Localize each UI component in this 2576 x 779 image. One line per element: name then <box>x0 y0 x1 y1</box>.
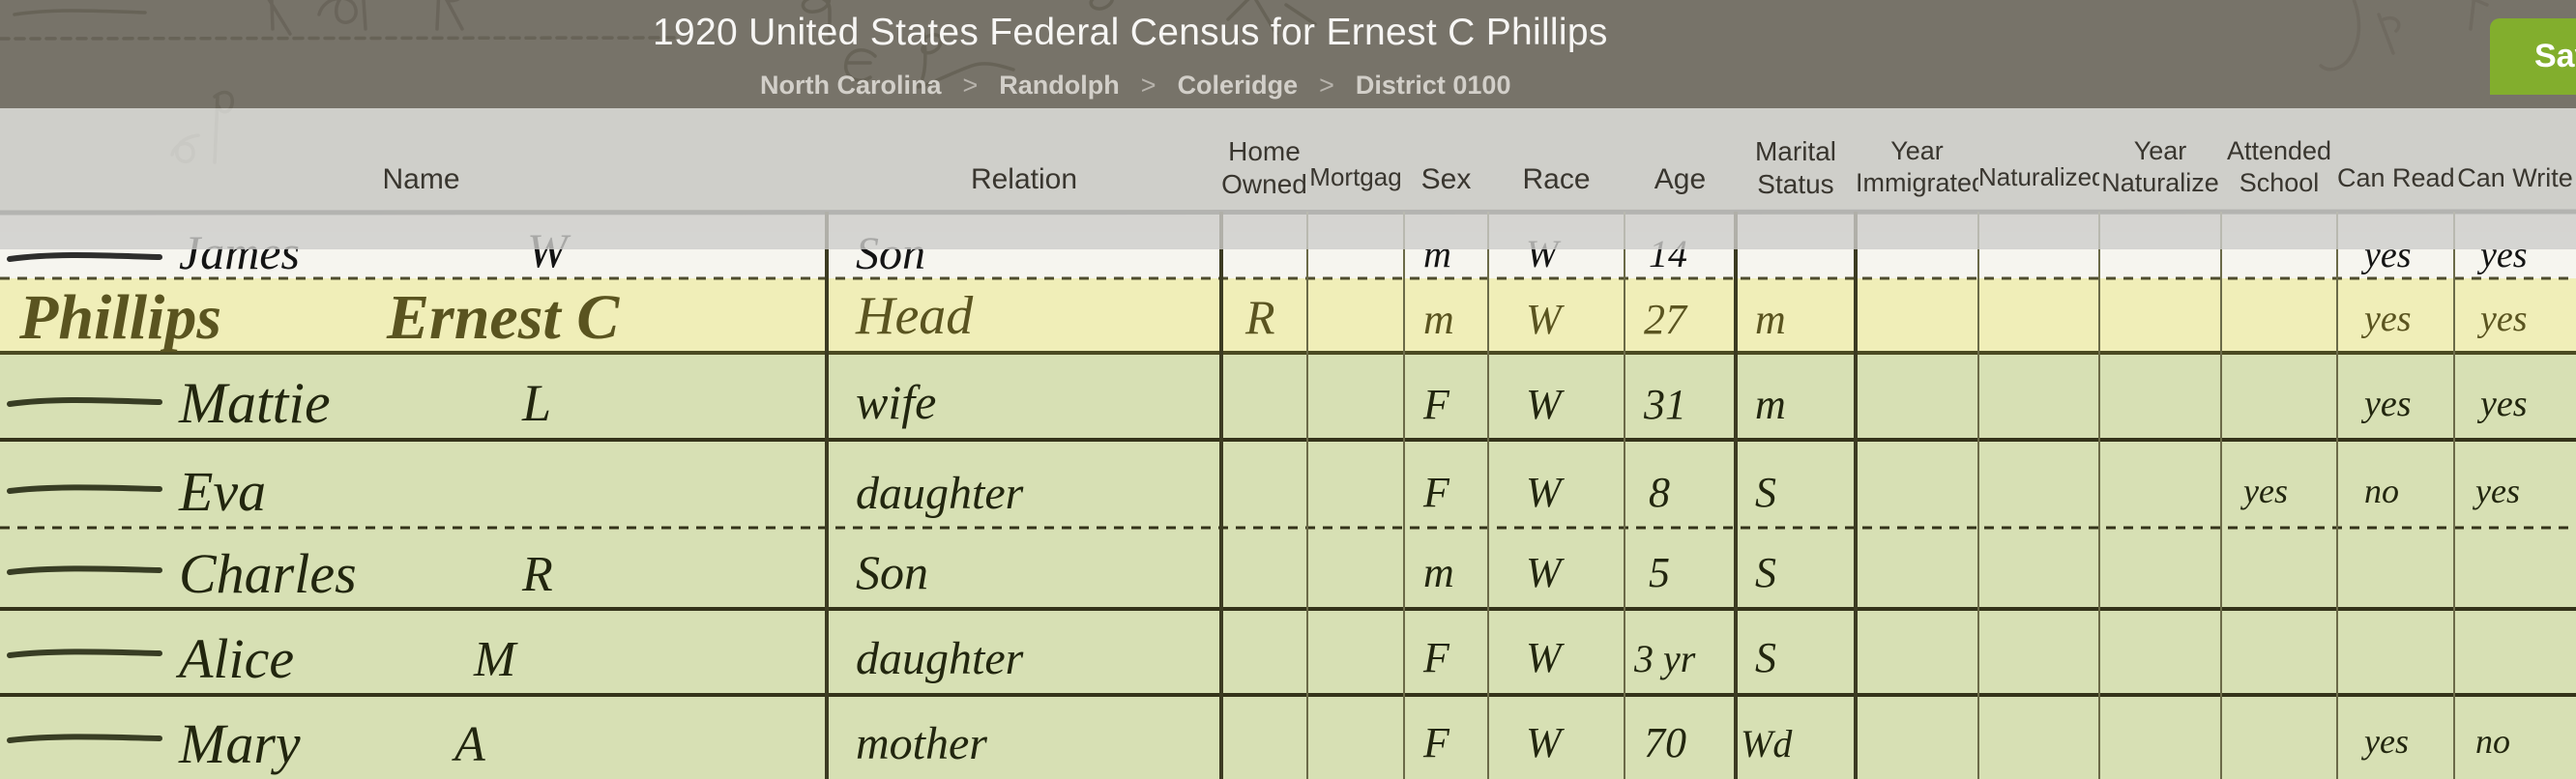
svg-text:Wd: Wd <box>1741 722 1793 765</box>
svg-text:Charles: Charles <box>179 542 357 605</box>
svg-text:yes: yes <box>2360 384 2412 424</box>
svg-text:m: m <box>1755 296 1786 343</box>
svg-text:Mattie: Mattie <box>178 371 331 435</box>
svg-text:70: 70 <box>1644 719 1686 766</box>
svg-text:F: F <box>1422 469 1450 516</box>
svg-text:S: S <box>1755 634 1776 681</box>
svg-text:m: m <box>1423 549 1454 596</box>
svg-text:daughter: daughter <box>856 468 1024 519</box>
svg-text:M: M <box>473 632 518 687</box>
svg-text:W: W <box>1526 296 1565 343</box>
svg-text:yes: yes <box>2360 299 2412 339</box>
svg-text:Head: Head <box>855 286 974 346</box>
svg-text:31: 31 <box>1643 381 1686 428</box>
svg-text:S: S <box>1755 549 1776 596</box>
svg-text:F: F <box>1422 634 1450 681</box>
svg-text:F: F <box>1422 719 1450 766</box>
svg-text:27: 27 <box>1644 296 1688 343</box>
svg-text:W: W <box>1526 381 1565 428</box>
svg-text:8: 8 <box>1649 469 1670 516</box>
svg-text:yes: yes <box>2240 472 2288 510</box>
svg-text:wife: wife <box>856 375 936 429</box>
svg-text:S: S <box>1755 469 1776 516</box>
svg-text:A: A <box>452 717 485 772</box>
svg-text:yes: yes <box>2361 722 2409 761</box>
svg-text:yes: yes <box>2476 384 2528 424</box>
svg-text:Alice: Alice <box>175 627 294 690</box>
svg-text:W: W <box>1526 549 1565 596</box>
svg-text:Phillips: Phillips <box>18 282 221 353</box>
svg-text:yes: yes <box>2473 472 2520 510</box>
svg-text:Ernest C: Ernest C <box>386 282 620 353</box>
svg-text:no: no <box>2475 722 2510 761</box>
svg-text:no: no <box>2364 472 2399 510</box>
svg-text:W: W <box>1526 634 1565 681</box>
svg-text:m: m <box>1423 296 1454 343</box>
svg-text:Eva: Eva <box>178 460 266 523</box>
svg-text:F: F <box>1422 381 1450 428</box>
svg-text:daughter: daughter <box>856 633 1024 684</box>
svg-text:R: R <box>521 547 553 602</box>
svg-text:yes: yes <box>2476 299 2528 339</box>
svg-text:W: W <box>1526 719 1565 766</box>
svg-text:3 yr: 3 yr <box>1633 637 1696 680</box>
svg-text:R: R <box>1244 290 1275 344</box>
svg-text:W: W <box>1526 469 1565 516</box>
svg-text:m: m <box>1755 381 1786 428</box>
svg-text:5: 5 <box>1649 549 1670 596</box>
svg-text:mother: mother <box>856 718 987 769</box>
svg-text:Mary: Mary <box>178 712 301 775</box>
svg-text:L: L <box>521 374 551 432</box>
svg-text:Son: Son <box>856 545 928 599</box>
